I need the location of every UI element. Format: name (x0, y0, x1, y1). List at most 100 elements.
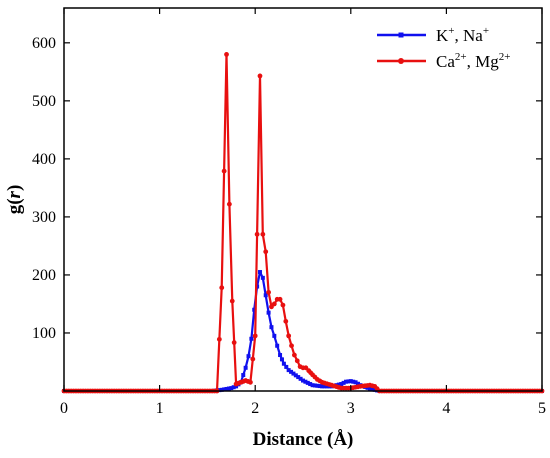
data-point (278, 353, 283, 358)
data-point (222, 387, 227, 392)
data-point (308, 382, 313, 387)
data-point (252, 333, 258, 339)
x-tick-label: 1 (156, 400, 164, 417)
data-point (283, 318, 289, 324)
data-point (286, 368, 291, 373)
data-point (266, 310, 271, 315)
y-tick-label: 500 (32, 93, 56, 110)
data-point (367, 386, 372, 391)
data-point (324, 384, 329, 389)
x-tick-label: 0 (60, 400, 68, 417)
data-point (284, 364, 289, 369)
legend-marker-1 (398, 32, 404, 38)
data-point (226, 201, 232, 207)
series-line-1 (64, 270, 542, 393)
data-point (305, 380, 310, 385)
y-tick-label: 200 (32, 267, 56, 284)
data-point (301, 378, 305, 383)
data-point (231, 385, 236, 390)
data-point (224, 52, 229, 57)
data-point (317, 384, 322, 389)
data-point (294, 358, 300, 364)
data-point (336, 382, 341, 387)
y-tick-label: 600 (32, 35, 56, 52)
data-point (303, 379, 308, 384)
data-point (279, 357, 284, 362)
data-point (351, 379, 356, 384)
data-point (280, 302, 286, 308)
data-point (257, 270, 262, 275)
y-axis-title: g(r) (4, 185, 25, 215)
data-point (260, 231, 266, 237)
data-point (277, 296, 283, 302)
data-point (291, 371, 296, 376)
data-point (315, 383, 320, 388)
data-point (216, 336, 222, 342)
data-point (217, 388, 222, 393)
plot-frame (63, 7, 543, 392)
y-tick-label: 300 (32, 209, 56, 226)
x-tick-label: 3 (347, 400, 355, 417)
x-tick-label: 4 (442, 400, 450, 417)
data-point (310, 383, 315, 388)
data-point (341, 380, 346, 385)
legend-marker-2 (398, 58, 404, 64)
data-point (372, 387, 377, 392)
axis-ticks: 0 1 2 3 4 5 100 200 300 400 500 600 (32, 8, 546, 417)
data-point (219, 387, 224, 392)
y-tick-label: 100 (32, 325, 56, 342)
data-point (246, 354, 251, 359)
data-point (231, 340, 237, 345)
data-point (320, 384, 325, 389)
data-point (272, 333, 277, 338)
data-point (370, 387, 375, 392)
data-point (275, 343, 280, 348)
data-point (249, 336, 254, 341)
data-point (298, 376, 303, 381)
data-point (293, 373, 298, 378)
data-point (353, 380, 358, 385)
data-point (257, 73, 263, 79)
data-point (250, 356, 256, 362)
data-point (286, 333, 292, 339)
data-point (229, 298, 235, 304)
data-point (263, 249, 269, 255)
data-point (269, 325, 274, 330)
legend-label-1: K+, Na+ (436, 25, 489, 45)
data-point (229, 386, 234, 391)
legend: K+, Na+ Ca2+, Mg2+ (377, 25, 510, 71)
series-line-2 (64, 53, 542, 393)
data-point (339, 382, 344, 387)
data-point (312, 383, 317, 388)
data-point (263, 293, 268, 298)
data-point (226, 386, 231, 391)
legend-label-2: Ca2+, Mg2+ (436, 51, 510, 71)
data-point (243, 365, 248, 370)
data-point (260, 275, 265, 280)
data-point (271, 301, 277, 307)
data-point (291, 352, 297, 358)
x-tick-label: 2 (251, 400, 259, 417)
x-tick-label: 5 (538, 400, 546, 417)
legend-entry-1: K+, Na+ (377, 25, 489, 45)
x-axis-title: Distance (Å) (253, 429, 354, 450)
data-point (322, 384, 327, 389)
data-point (254, 231, 260, 237)
data-point (266, 289, 271, 295)
data-point (221, 168, 227, 174)
data-point (281, 361, 286, 366)
data-point (219, 285, 225, 291)
data-point (346, 379, 351, 384)
data-point (248, 379, 253, 385)
data-point (289, 343, 294, 349)
data-point (355, 381, 360, 386)
series-layer (61, 52, 545, 394)
y-tick-label: 400 (32, 151, 56, 168)
data-point (224, 386, 229, 391)
data-point (296, 375, 301, 380)
data-point (344, 379, 349, 384)
data-point (289, 369, 294, 374)
data-point (348, 379, 353, 384)
data-point (252, 307, 257, 312)
